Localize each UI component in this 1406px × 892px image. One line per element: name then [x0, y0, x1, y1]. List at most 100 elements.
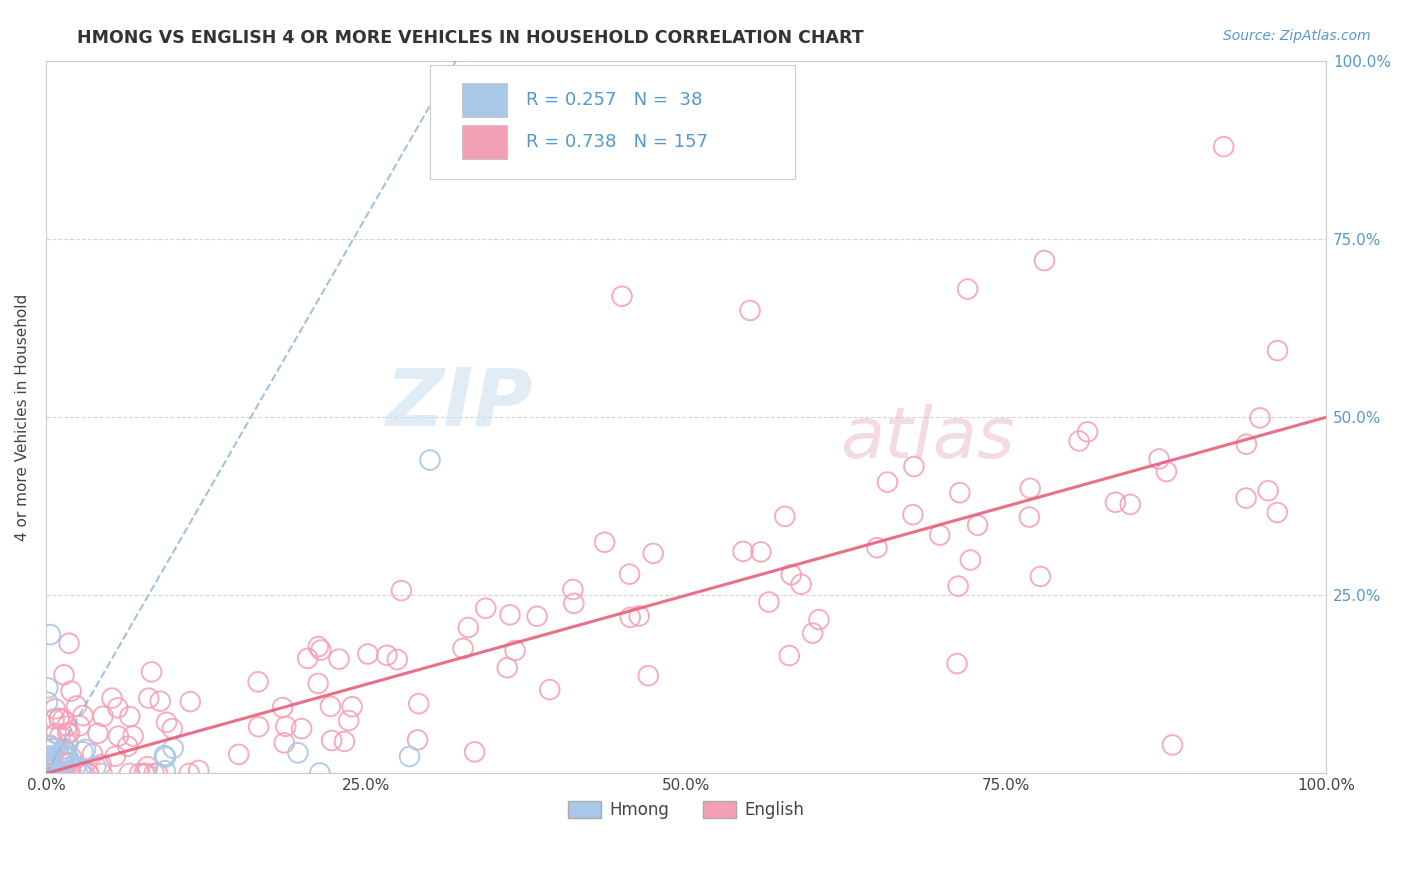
Point — [38, 749, 60, 764]
Point — [273, 736, 295, 750]
Point — [42, 712, 65, 726]
Point — [44, 766, 66, 780]
Point — [135, 766, 157, 780]
Point — [1234, 437, 1257, 451]
Point — [39, 627, 62, 641]
Text: ZIP: ZIP — [385, 364, 533, 442]
Point — [309, 643, 332, 657]
Point — [733, 544, 755, 558]
Point — [45, 726, 67, 740]
Point — [52, 742, 75, 756]
Point — [801, 626, 824, 640]
Point — [758, 595, 780, 609]
Point — [39, 759, 62, 773]
Point — [48, 711, 70, 725]
Point — [104, 749, 127, 764]
Point — [42, 766, 65, 780]
Point — [84, 759, 107, 773]
Point — [1267, 343, 1289, 358]
Point — [1104, 495, 1126, 509]
Point — [58, 636, 80, 650]
Point — [55, 766, 77, 780]
Point — [41, 741, 63, 756]
Point — [1033, 253, 1056, 268]
Point — [155, 715, 177, 730]
Point — [328, 652, 350, 666]
Point — [946, 579, 969, 593]
Point — [77, 766, 100, 780]
Point — [643, 546, 665, 560]
Point — [39, 739, 62, 753]
Y-axis label: 4 or more Vehicles in Household: 4 or more Vehicles in Household — [15, 293, 30, 541]
Point — [49, 766, 72, 780]
Point — [39, 757, 62, 772]
Point — [38, 763, 60, 777]
Point — [138, 691, 160, 706]
Point — [773, 509, 796, 524]
Point — [1212, 139, 1234, 153]
Point — [39, 751, 62, 765]
Point — [52, 712, 75, 726]
Point — [1257, 483, 1279, 498]
Point — [337, 714, 360, 728]
Point — [228, 747, 250, 762]
Point — [136, 759, 159, 773]
Point — [499, 607, 522, 622]
Point — [38, 766, 60, 780]
Point — [561, 582, 583, 597]
Point — [340, 699, 363, 714]
Point — [966, 518, 988, 533]
Point — [37, 695, 59, 709]
Point — [1156, 465, 1178, 479]
Point — [903, 459, 925, 474]
Point — [45, 766, 67, 780]
Point — [319, 699, 342, 714]
Point — [42, 766, 65, 780]
Point — [48, 766, 70, 780]
Point — [1265, 506, 1288, 520]
Point — [141, 665, 163, 679]
Point — [391, 583, 413, 598]
Point — [91, 766, 114, 780]
Point — [153, 748, 176, 763]
FancyBboxPatch shape — [430, 65, 794, 178]
Point — [593, 535, 616, 549]
Point — [56, 726, 79, 740]
Point — [1069, 434, 1091, 448]
Point — [247, 720, 270, 734]
Point — [107, 729, 129, 743]
Point — [49, 729, 72, 743]
Point — [956, 282, 979, 296]
Point — [307, 640, 329, 654]
Point — [55, 748, 77, 763]
FancyBboxPatch shape — [463, 83, 506, 118]
Point — [35, 743, 58, 757]
Point — [37, 739, 59, 753]
Point — [179, 695, 201, 709]
Point — [60, 750, 83, 764]
Point — [101, 691, 124, 706]
Point — [52, 747, 75, 761]
Legend: Hmong, English: Hmong, English — [561, 794, 811, 826]
Point — [496, 661, 519, 675]
Point — [149, 694, 172, 708]
Point — [48, 747, 70, 762]
Point — [65, 699, 87, 714]
Point — [37, 681, 59, 695]
Point — [122, 729, 145, 743]
Point — [58, 752, 80, 766]
Point — [53, 741, 76, 756]
Point — [1147, 452, 1170, 467]
Point — [90, 757, 112, 772]
Point — [39, 748, 62, 763]
Point — [187, 764, 209, 778]
Point — [162, 722, 184, 736]
Point — [780, 567, 803, 582]
Point — [619, 567, 641, 582]
Point — [38, 757, 60, 772]
Point — [38, 753, 60, 767]
Point — [451, 641, 474, 656]
Point — [72, 745, 94, 759]
Point — [56, 719, 79, 733]
Point — [297, 651, 319, 665]
